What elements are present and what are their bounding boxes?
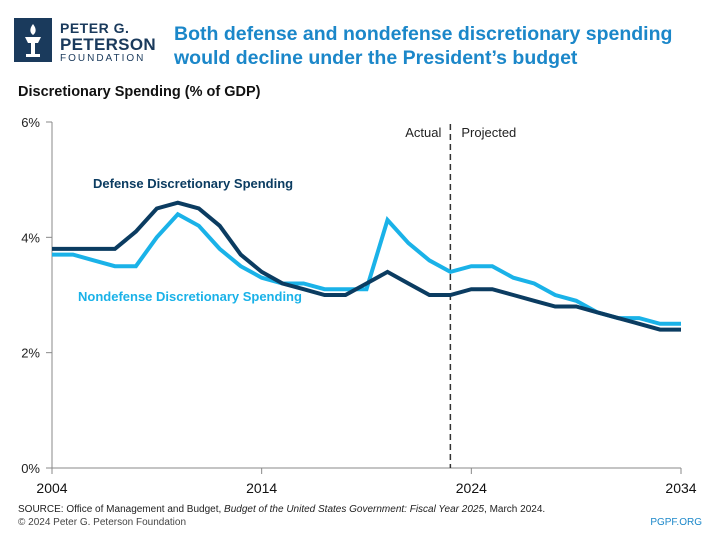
logo-text-line2: PETERSON <box>60 35 156 54</box>
logo-text-line1: PETER G. <box>60 20 130 36</box>
chart-headline: Both defense and nondefense discretionar… <box>174 23 673 69</box>
x-tick-label: 2004 <box>36 480 67 496</box>
actual-label: Actual <box>405 125 441 140</box>
x-tick-label: 2034 <box>665 480 696 496</box>
logo-text-line3: FOUNDATION <box>60 53 146 64</box>
torch-logo-icon <box>14 18 52 62</box>
x-tick-label: 2024 <box>456 480 487 496</box>
chart-title: Discretionary Spending (% of GDP) <box>18 84 261 100</box>
nondefense-series-line <box>52 211 681 326</box>
source-publication: Budget of the United States Government: … <box>224 504 485 515</box>
y-tick-label: 2% <box>21 346 40 361</box>
x-tick-label: 2014 <box>246 480 277 496</box>
projected-label: Projected <box>461 125 516 140</box>
defense-series-label: Defense Discretionary Spending <box>93 176 293 191</box>
y-tick-label: 0% <box>21 461 40 476</box>
header: PETER G. PETERSON FOUNDATION Both defens… <box>0 0 720 80</box>
nondefense-series-label: Nondefense Discretionary Spending <box>78 289 302 304</box>
source-suffix: , March 2024. <box>484 504 546 515</box>
defense-series-line <box>52 200 681 332</box>
source-prefix: SOURCE: Office of Management and Budget, <box>18 504 225 515</box>
copyright: © 2024 Peter G. Peterson Foundation <box>18 517 187 528</box>
site-link[interactable]: PGPF.ORG <box>650 517 702 528</box>
source-note: SOURCE: Office of Management and Budget,… <box>18 504 545 515</box>
y-tick-label: 4% <box>21 230 40 245</box>
y-tick-label: 6% <box>21 115 40 130</box>
foundation-logo[interactable]: PETER G. PETERSON FOUNDATION <box>14 18 164 66</box>
